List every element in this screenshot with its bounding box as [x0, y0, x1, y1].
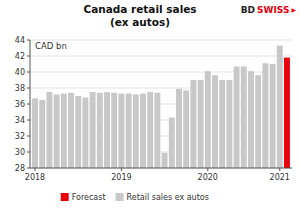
bar — [212, 75, 218, 168]
bar — [46, 92, 52, 168]
bar — [277, 46, 283, 168]
legend: Forecast Retail sales ex autos — [61, 193, 209, 202]
y-tick-label: 40 — [15, 68, 25, 77]
y-tick-label: 44 — [15, 36, 25, 45]
legend-swatch — [61, 193, 69, 201]
x-axis — [30, 168, 292, 169]
grid-line — [30, 40, 292, 41]
logo-text: SWISS — [257, 5, 289, 15]
y-tick-label: 36 — [15, 100, 25, 109]
bar — [54, 94, 60, 168]
bar — [111, 93, 117, 168]
bar — [90, 92, 96, 168]
grid-line — [30, 56, 292, 57]
bar — [154, 93, 160, 168]
bar — [262, 63, 268, 168]
bar — [68, 93, 74, 168]
chart: 28 30 32 34 36 38 40 42 44 2018 2019 2020 2021 CAD bn… — [0, 0, 300, 214]
y-tick-label: 34 — [15, 116, 25, 125]
y-axis — [30, 40, 31, 168]
x-tick — [279, 168, 280, 171]
title-line: (ex autos) — [110, 16, 170, 28]
bar — [234, 66, 240, 168]
bar — [126, 94, 132, 168]
title-line: Canada retail sales — [83, 3, 196, 15]
bar — [82, 98, 88, 168]
bar — [32, 98, 38, 168]
bar — [248, 71, 254, 168]
bar — [147, 92, 153, 168]
bar — [183, 90, 189, 168]
logo-text: BD — [241, 5, 255, 15]
y-tick-label: 42 — [15, 52, 25, 61]
grid — [30, 40, 292, 168]
x-tick — [121, 168, 122, 171]
bar — [270, 64, 276, 168]
bars — [32, 46, 290, 168]
bar — [284, 58, 290, 168]
logo-text: ▶ — [291, 6, 296, 13]
legend-swatch — [116, 193, 124, 201]
x-tick-label: 2019 — [111, 173, 131, 182]
y-tick-label: 32 — [15, 132, 25, 141]
bar — [219, 80, 225, 168]
bar — [198, 80, 204, 168]
y-tick-label: 38 — [15, 84, 25, 93]
x-tick-label: 2020 — [198, 173, 218, 182]
x-tick-label: 2018 — [25, 173, 45, 182]
bar — [205, 71, 211, 168]
y-tick-label: 30 — [15, 148, 25, 157]
logo: BDSWISS▶ — [241, 5, 297, 15]
bar — [176, 89, 182, 168]
bar — [75, 96, 81, 168]
bar — [241, 66, 247, 168]
title: Canada retail sales(ex autos) — [83, 3, 196, 28]
legend-label: Retail sales ex autos — [127, 193, 209, 202]
bar — [104, 92, 110, 168]
bar — [162, 153, 168, 168]
y-tick-label: 28 — [15, 164, 25, 173]
bar — [133, 94, 139, 168]
x-tick-label: 2021 — [270, 173, 290, 182]
bar — [39, 100, 45, 168]
bar — [190, 80, 196, 168]
bar — [255, 75, 261, 168]
bar — [97, 93, 103, 168]
grid-line — [30, 168, 292, 169]
bar — [140, 94, 146, 168]
bar — [226, 80, 232, 168]
bar — [118, 94, 124, 168]
bar — [169, 118, 175, 168]
legend-label: Forecast — [72, 193, 106, 202]
y-label: CAD bn — [35, 41, 67, 51]
bar — [61, 94, 67, 168]
x-tick — [35, 168, 36, 171]
x-tick — [207, 168, 208, 171]
